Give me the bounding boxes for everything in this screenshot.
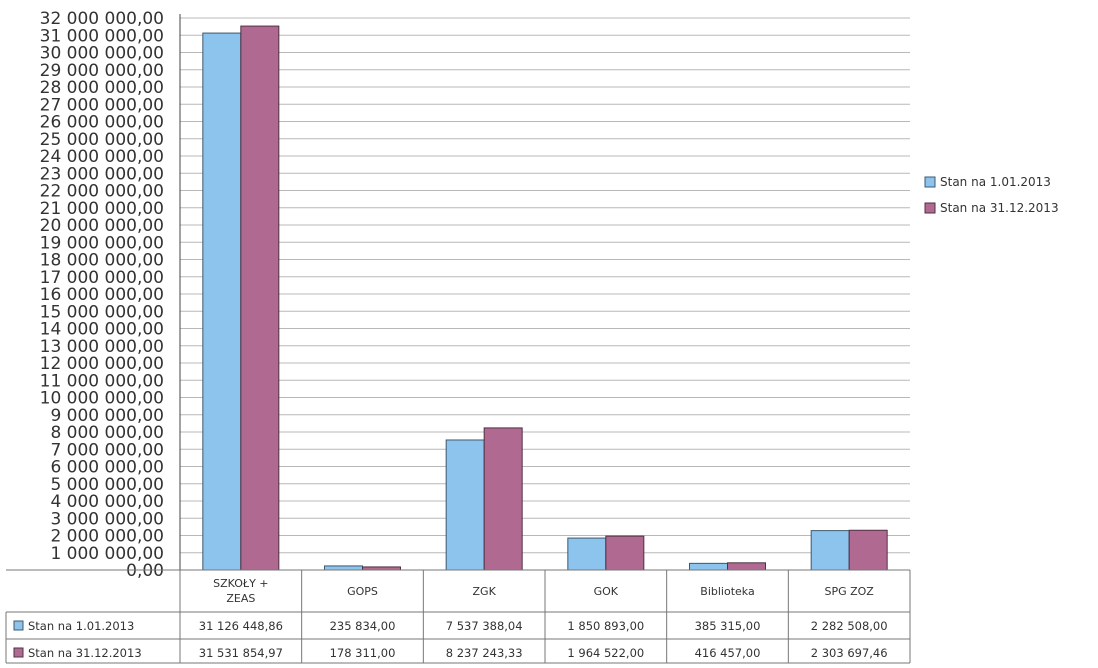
bar [810,530,850,571]
y-tick-label: 3 000 000,00 [50,509,164,529]
y-tick-label: 10 000 000,00 [40,389,164,409]
table-cell-value: 2 282 508,00 [811,619,888,633]
y-tick-label: 16 000 000,00 [40,285,164,305]
y-tick-label: 23 000 000,00 [40,164,164,184]
table-cell-value: 385 315,00 [695,619,761,633]
table-series-name: Stan na 31.12.2013 [28,646,142,660]
table-cell-value: 1 964 522,00 [567,646,644,660]
category-label: SPG ZOZ [824,585,874,598]
bar [445,439,485,571]
category-label: Biblioteka [700,585,754,598]
y-tick-label: 17 000 000,00 [40,268,164,288]
table-cell-value: 416 457,00 [695,646,761,660]
y-tick-label: 24 000 000,00 [40,147,164,167]
y-tick-label: 12 000 000,00 [40,354,164,374]
table-cell-value: 7 537 388,04 [446,619,523,633]
table-legend-key [13,647,24,658]
y-tick-label: 19 000 000,00 [40,233,164,253]
y-tick-label: 4 000 000,00 [50,492,164,512]
legend-label: Stan na 31.12.2013 [940,201,1059,215]
y-tick-label: 5 000 000,00 [50,475,164,495]
table-cell-value: 178 311,00 [330,646,396,660]
bar [605,535,645,571]
category-label: GOPS [347,585,378,598]
table-cell-value: 8 237 243,33 [446,646,523,660]
y-tick-label: 28 000 000,00 [40,78,164,98]
y-tick-label: 29 000 000,00 [40,61,164,81]
y-tick-label: 1 000 000,00 [50,544,164,564]
y-tick-label: 0,00 [126,561,164,581]
y-tick-label: 2 000 000,00 [50,527,164,547]
legend: Stan na 1.01.2013 Stan na 31.12.2013 [924,175,1059,215]
series-1-bars [202,32,850,571]
legend-swatch [924,202,936,214]
table-legend-key [13,620,24,631]
y-tick-label: 8 000 000,00 [50,423,164,443]
legend-label: Stan na 1.01.2013 [940,175,1051,189]
y-tick-label: 6 000 000,00 [50,458,164,478]
bar [240,25,280,571]
table-cell-value: 31 531 854,97 [199,646,283,660]
bar [689,562,728,571]
table-cell-value: 2 303 697,46 [811,646,888,660]
y-tick-label: 11 000 000,00 [40,371,164,391]
bar [848,529,888,571]
gridlines [180,17,910,571]
y-tick-label: 14 000 000,00 [40,320,164,340]
data-table: SZKOŁY + ZEAS GOPS ZGK GOK Biblioteka SPG ZOZ S… [5,569,911,664]
y-tick-label: 32 000 000,00 [40,9,164,29]
y-tick-label: 31 000 000,00 [40,26,164,46]
table-cell-value: 31 126 448,86 [199,619,283,633]
y-tick-label: 13 000 000,00 [40,337,164,357]
y-tick-label: 15 000 000,00 [40,302,164,322]
category-label: ZGK [473,585,497,598]
y-tick-label: 30 000 000,00 [40,44,164,64]
y-tick-label: 18 000 000,00 [40,251,164,271]
y-axis-tick-labels: 0,001 000 000,002 000 000,003 000 000,00… [40,9,164,581]
bar [202,32,242,571]
table-series-name: Stan na 1.01.2013 [28,619,134,633]
y-tick-label: 25 000 000,00 [40,130,164,150]
table-cell-value: 235 834,00 [330,619,396,633]
y-tick-label: 7 000 000,00 [50,440,164,460]
bar [567,537,607,571]
y-tick-label: 27 000 000,00 [40,95,164,115]
legend-swatch [924,176,936,188]
category-label: GOK [594,585,619,598]
y-tick-label: 21 000 000,00 [40,199,164,219]
category-label: SZKOŁY + ZEAS [213,577,268,605]
bar [324,565,363,571]
y-tick-label: 22 000 000,00 [40,182,164,202]
y-tick-label: 26 000 000,00 [40,113,164,133]
table-cell-value: 1 850 893,00 [567,619,644,633]
y-tick-label: 20 000 000,00 [40,216,164,236]
bar [727,562,766,571]
y-tick-label: 9 000 000,00 [50,406,164,426]
bar [483,427,523,571]
series-2-bars [240,25,888,571]
